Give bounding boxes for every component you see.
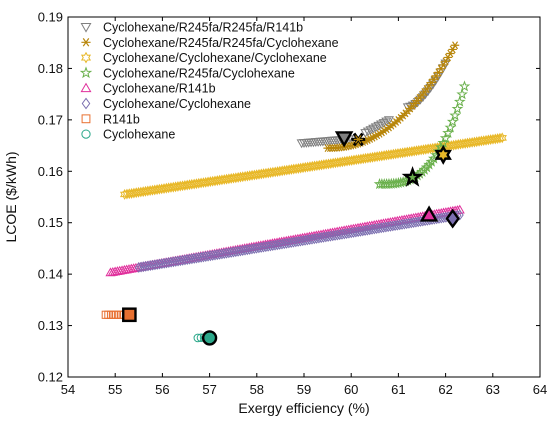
legend-marker <box>81 129 91 139</box>
x-tick-label: 55 <box>108 382 122 397</box>
legend-marker <box>80 51 92 64</box>
y-tick-label: 0.14 <box>38 267 63 282</box>
data-point <box>193 333 203 343</box>
data-point <box>383 116 395 126</box>
data-point <box>497 132 507 144</box>
data-point <box>446 115 459 127</box>
series-diamond <box>134 209 464 273</box>
x-tick-label: 62 <box>438 382 452 397</box>
y-tick-label: 0.12 <box>38 370 63 385</box>
series-pentagram <box>373 80 471 190</box>
series-asterisk <box>323 41 460 153</box>
data-point <box>368 124 379 134</box>
x-axis: 54 55 56 57 58 59 60 61 62 63 64 <box>61 17 547 397</box>
y-tick-label: 0.16 <box>38 164 63 179</box>
legend-marker <box>79 66 93 79</box>
optimal-point <box>122 307 137 323</box>
legend-marker <box>81 38 91 47</box>
series-hexagram <box>119 132 507 200</box>
data-point <box>450 41 460 50</box>
data-point <box>456 88 468 100</box>
optimal-point <box>334 131 354 148</box>
series-layer <box>101 41 507 343</box>
legend-label: Cyclohexane/R245fa/R245fa/R141b <box>103 21 303 35</box>
x-tick-label: 57 <box>202 382 216 397</box>
x-tick-label: 61 <box>391 382 405 397</box>
y-tick-label: 0.15 <box>38 215 63 230</box>
data-point <box>451 102 464 114</box>
optimal-points-layer <box>122 131 460 346</box>
y-tick-label: 0.17 <box>38 112 63 127</box>
legend-marker <box>81 114 91 124</box>
optimal-point <box>434 144 452 165</box>
x-tick-label: 60 <box>344 382 358 397</box>
legend-label: Cyclohexane/R245fa/Cyclohexane <box>103 66 295 80</box>
data-point <box>425 155 438 167</box>
legend-label: Cyclohexane/R141b <box>103 82 216 96</box>
data-point <box>381 117 392 127</box>
optimal-point <box>353 135 363 144</box>
legend-marker <box>81 97 91 110</box>
data-point <box>360 129 371 138</box>
data-point <box>449 109 461 121</box>
data-point <box>376 120 387 130</box>
data-point <box>378 119 389 128</box>
data-point <box>437 136 450 148</box>
x-tick-label: 64 <box>533 382 547 397</box>
data-point <box>458 80 471 92</box>
optimal-point <box>419 205 439 222</box>
legend-label: R141b <box>103 112 140 126</box>
data-point <box>454 204 465 214</box>
data-point <box>420 161 433 173</box>
data-point <box>365 126 376 136</box>
legend-marker <box>80 23 92 33</box>
data-point <box>455 209 464 221</box>
x-tick-label: 58 <box>250 382 264 397</box>
x-tick-label: 56 <box>155 382 169 397</box>
data-point <box>439 132 452 144</box>
legend-label: Cyclohexane/Cyclohexane/Cyclohexane <box>103 51 327 65</box>
optimal-point <box>445 208 460 229</box>
data-point <box>370 123 381 133</box>
y-axis-label: LCOE ($/kWh) <box>3 151 19 242</box>
data-point <box>373 121 384 131</box>
y-tick-label: 0.18 <box>38 61 63 76</box>
optimal-point <box>401 165 424 187</box>
x-tick-label: 59 <box>297 382 311 397</box>
data-point <box>362 127 374 137</box>
data-point <box>442 126 454 138</box>
x-tick-label: 54 <box>61 382 75 397</box>
data-point <box>444 121 457 133</box>
x-tick-label: 63 <box>486 382 500 397</box>
y-tick-label: 0.13 <box>38 318 63 333</box>
x-axis-label: Exergy efficiency (%) <box>238 400 369 416</box>
data-point <box>418 163 431 175</box>
legend-marker <box>80 82 92 93</box>
legend-label: Cyclohexane <box>103 128 175 142</box>
data-point <box>423 158 435 170</box>
legend-label: Cyclohexane/R245fa/R245fa/Cyclohexane <box>103 36 339 50</box>
legend-label: Cyclohexane/Cyclohexane <box>103 97 251 111</box>
plot-area <box>67 16 541 378</box>
legend: Cyclohexane/R245fa/R245fa/R141bCyclohexa… <box>79 21 339 142</box>
y-tick-label: 0.19 <box>38 10 63 25</box>
data-point <box>453 95 466 107</box>
optimal-point <box>201 330 218 346</box>
y-axis: 0.12 0.13 0.14 0.15 0.16 0.17 0.18 0.19 <box>38 10 540 385</box>
